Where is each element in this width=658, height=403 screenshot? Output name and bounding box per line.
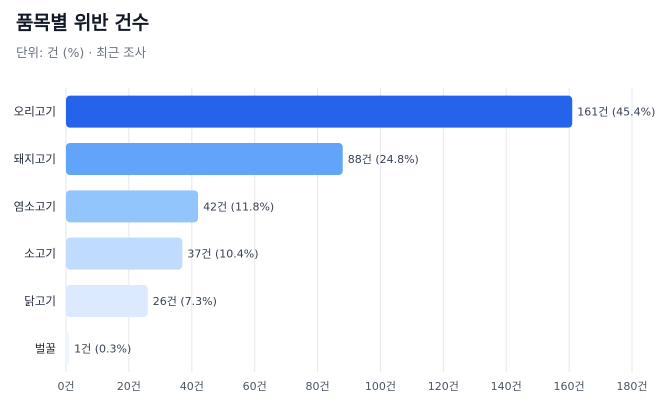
x-tick-label: 80건 (305, 380, 329, 393)
chart-subtitle: 단위: 건 (%) · 최근 조사 (16, 45, 147, 60)
value-label: 42건 (11.8%) (203, 200, 274, 213)
x-tick-label: 160건 (554, 380, 585, 393)
bar (66, 95, 573, 128)
bar (66, 190, 199, 223)
x-tick-label: 60건 (243, 380, 267, 393)
x-tick-label: 120건 (428, 380, 459, 393)
value-label: 88건 (24.8%) (348, 153, 419, 166)
category-label: 오리고기 (14, 105, 56, 119)
category-label: 닭고기 (24, 294, 56, 308)
bar (66, 332, 70, 365)
chart-title: 품목별 위반 건수 (16, 12, 149, 34)
x-tick-label: 40건 (180, 380, 204, 393)
value-label: 37건 (10.4%) (187, 248, 258, 261)
x-tick-label: 180건 (616, 380, 647, 393)
x-tick-label: 140건 (491, 380, 522, 393)
value-label: 26건 (7.3%) (153, 295, 217, 308)
x-tick-label: 20건 (117, 380, 141, 393)
x-tick-label: 100건 (365, 380, 396, 393)
category-label: 소고기 (24, 247, 56, 261)
category-label: 벌꿀 (35, 341, 56, 355)
bar (66, 143, 343, 175)
value-label: 1건 (0.3%) (74, 342, 131, 355)
bar (66, 285, 148, 317)
value-label: 161건 (45.4%) (577, 106, 655, 119)
bar (66, 237, 183, 270)
category-label: 돼지고기 (14, 152, 56, 166)
category-label: 염소고기 (14, 199, 56, 213)
x-tick-label: 0건 (57, 380, 74, 393)
